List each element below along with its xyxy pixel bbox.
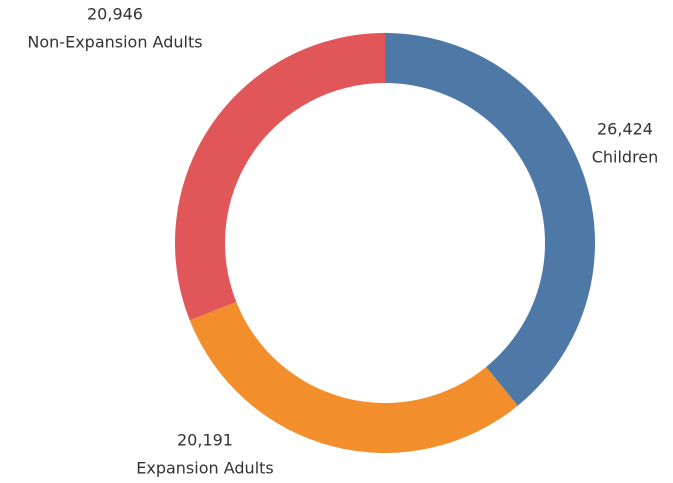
donut-slice (174, 33, 385, 321)
value-label: 26,424 (597, 120, 653, 139)
donut-slice (385, 33, 596, 406)
category-label: Children (592, 148, 659, 167)
value-label: 20,946 (87, 5, 143, 24)
category-label: Expansion Adults (136, 459, 274, 478)
value-label: 20,191 (177, 431, 233, 450)
donut-slice (189, 301, 518, 454)
category-label: Non-Expansion Adults (27, 33, 202, 52)
